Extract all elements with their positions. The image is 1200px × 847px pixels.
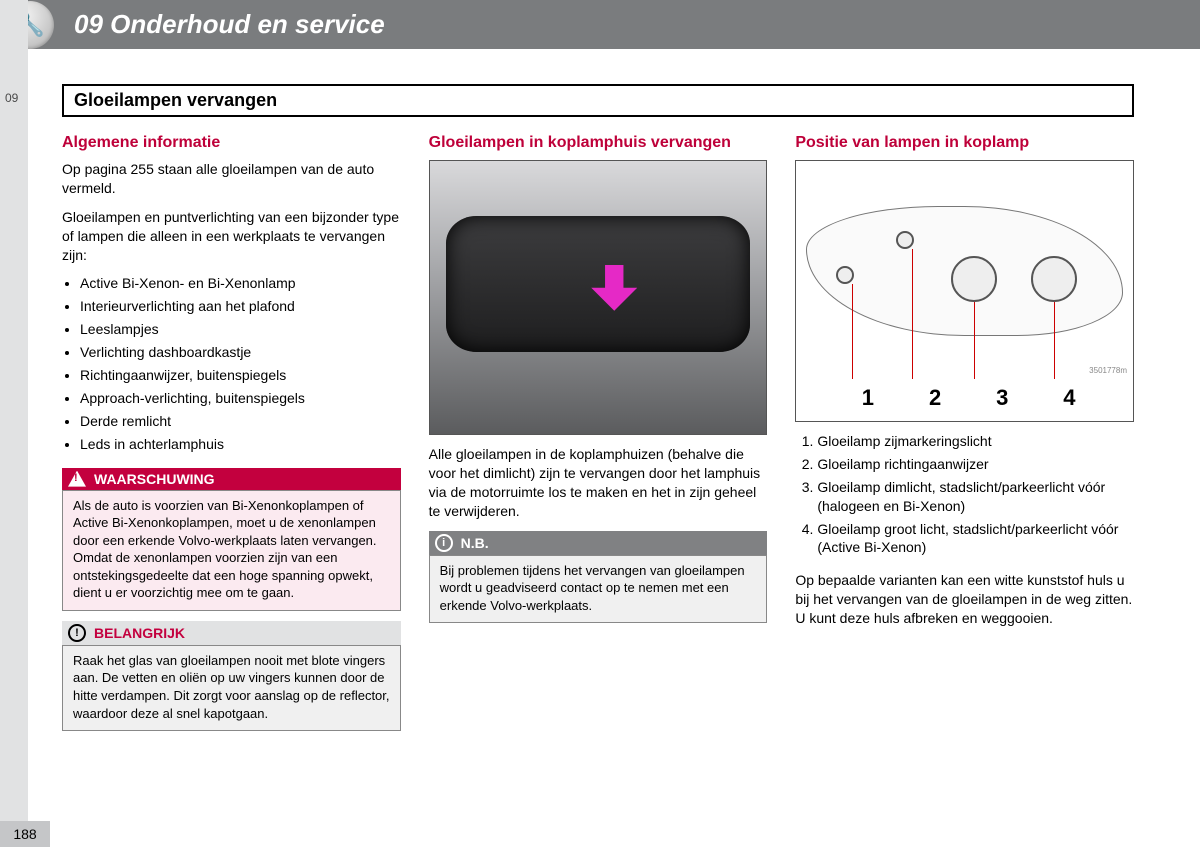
- nb-header: i N.B.: [429, 531, 768, 555]
- col1-bullet-list: Active Bi-Xenon- en Bi-Xenonlamp Interie…: [80, 274, 401, 457]
- content-columns: Algemene informatie Op pagina 255 staan …: [62, 134, 1134, 741]
- chapter-title: 09 Onderhoud en service: [74, 9, 385, 40]
- warning-label: WAARSCHUWING: [94, 471, 215, 487]
- engine-bay-image: [429, 160, 768, 435]
- column-1: Algemene informatie Op pagina 255 staan …: [62, 134, 401, 741]
- col3-heading: Positie van lampen in koplamp: [795, 134, 1134, 152]
- headlamp-diagram: 3501778m 1 2 3 4: [795, 160, 1134, 422]
- nb-box: i N.B. Bij problemen tijdens het vervang…: [429, 531, 768, 624]
- leader-line: [974, 302, 975, 379]
- leader-line: [852, 284, 853, 379]
- important-box: ! BELANGRIJK Raak het glas van gloeilamp…: [62, 621, 401, 731]
- important-circle-icon: !: [68, 624, 86, 642]
- col1-paragraph-2: Gloeilampen en puntverlichting van een b…: [62, 208, 401, 265]
- list-item: Gloeilamp groot licht, stadslicht/parkee…: [817, 520, 1134, 558]
- leader-line: [912, 249, 913, 379]
- list-item: Active Bi-Xenon- en Bi-Xenonlamp: [80, 274, 401, 293]
- warning-header: WAARSCHUWING: [62, 468, 401, 490]
- list-item: Leds in achterlamphuis: [80, 435, 401, 454]
- diagram-number: 1: [862, 385, 874, 411]
- info-circle-icon: i: [435, 534, 453, 552]
- diagram-number-row: 1 2 3 4: [796, 385, 1133, 411]
- diagram-number: 4: [1063, 385, 1075, 411]
- important-body: Raak het glas van gloeilampen nooit met …: [62, 645, 401, 731]
- bulb-position-4: [1031, 256, 1077, 302]
- col1-paragraph-1: Op pagina 255 staan alle gloeilampen van…: [62, 160, 401, 198]
- important-header: ! BELANGRIJK: [62, 621, 401, 645]
- bulb-position-3: [951, 256, 997, 302]
- list-item: Interieurverlichting aan het plafond: [80, 297, 401, 316]
- sidebar-chapter-number: 09: [5, 91, 18, 105]
- list-item: Approach-verlichting, buitenspiegels: [80, 389, 401, 408]
- list-item: Derde remlicht: [80, 412, 401, 431]
- warning-triangle-icon: [68, 471, 86, 487]
- list-item: Richtingaanwijzer, buitenspiegels: [80, 366, 401, 385]
- left-sidebar: 09: [0, 0, 28, 847]
- col1-heading: Algemene informatie: [62, 134, 401, 152]
- engine-shape: [446, 216, 749, 353]
- section-title-bar: Gloeilampen vervangen: [62, 84, 1134, 117]
- section-title: Gloeilampen vervangen: [74, 90, 1122, 111]
- column-2: Gloeilampen in koplamphuis vervangen All…: [429, 134, 768, 741]
- list-item: Leeslampjes: [80, 320, 401, 339]
- diagram-number: 3: [996, 385, 1008, 411]
- page-number: 188: [0, 821, 50, 847]
- col2-paragraph-1: Alle gloeilampen in de koplamphuizen (be…: [429, 445, 768, 521]
- important-label: BELANGRIJK: [94, 625, 185, 641]
- nb-label: N.B.: [461, 535, 489, 551]
- column-3: Positie van lampen in koplamp 3501778m 1…: [795, 134, 1134, 741]
- nb-body: Bij problemen tijdens het vervangen van …: [429, 555, 768, 624]
- col3-paragraph-1: Op bepaalde varianten kan een witte kuns…: [795, 571, 1134, 628]
- warning-box: WAARSCHUWING Als de auto is voorzien van…: [62, 468, 401, 611]
- list-item: Gloeilamp richtingaanwijzer: [817, 455, 1134, 474]
- list-item: Gloeilamp dimlicht, stadslicht/parkeerli…: [817, 478, 1134, 516]
- col3-numbered-list: Gloeilamp zijmarkeringslicht Gloeilamp r…: [817, 432, 1134, 561]
- list-item: Verlichting dashboardkastje: [80, 343, 401, 362]
- image-id: 3501778m: [1089, 366, 1127, 375]
- warning-body: Als de auto is voorzien van Bi-Xenonkopl…: [62, 490, 401, 611]
- list-item: Gloeilamp zijmarkeringslicht: [817, 432, 1134, 451]
- leader-line: [1054, 302, 1055, 379]
- chapter-header: 🔧 09 Onderhoud en service: [0, 0, 1200, 49]
- col2-heading: Gloeilampen in koplamphuis vervangen: [429, 134, 768, 152]
- diagram-number: 2: [929, 385, 941, 411]
